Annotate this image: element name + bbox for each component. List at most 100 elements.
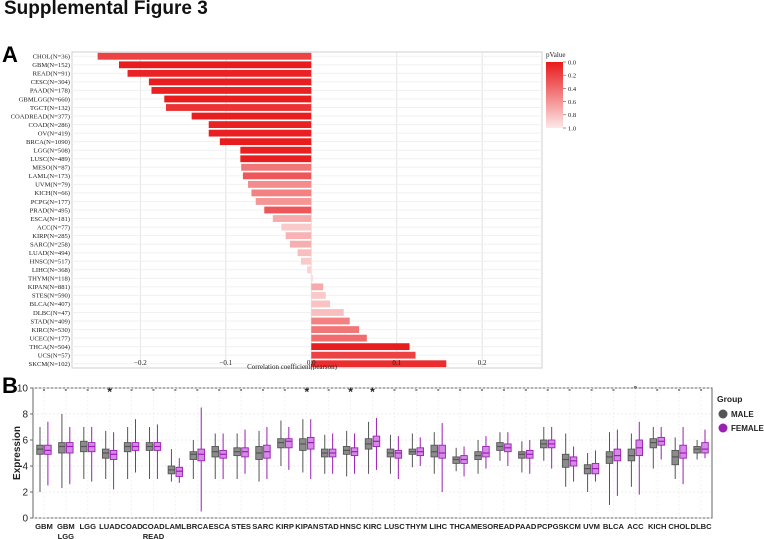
y-tick-label: SKCM(N=102) [29, 361, 70, 368]
male-box [693, 446, 701, 454]
y-tick-label: BLCA(N=407) [30, 301, 70, 308]
significance-label: ° [634, 385, 637, 394]
legend-tick-label: 0.6 [568, 99, 577, 106]
bar [272, 215, 312, 222]
bar [301, 257, 312, 265]
x-tick-label: −0.1 [219, 359, 232, 367]
x-tick-label: BLCA [603, 522, 625, 531]
male-box [605, 451, 614, 464]
female-box [701, 442, 709, 454]
bar [208, 121, 312, 129]
significance-label: - [524, 385, 527, 394]
y-tick-label: HNSC(N=517) [30, 259, 70, 266]
significance-label: - [262, 385, 265, 394]
legend-tick-label: 0.4 [568, 86, 577, 93]
x-tick-label: GBM [35, 522, 53, 531]
x-tick-label: KIPAN [295, 522, 318, 531]
significance-label: - [240, 385, 243, 394]
y-tick-label: 6 [22, 436, 28, 447]
x-tick-label: HNSC [340, 522, 362, 531]
legend-swatch [718, 423, 728, 433]
male-box [58, 442, 66, 454]
y-tick-label: 0 [22, 514, 28, 525]
y-tick-label: STAD(N=409) [31, 318, 70, 325]
y-tick-label: BRCA(N=1090) [26, 139, 70, 146]
male-box [36, 444, 44, 455]
y-tick-label: PCPG(N=177) [31, 199, 70, 206]
significance-label: - [393, 385, 396, 394]
male-box [430, 444, 439, 458]
x-tick-label: KICH [648, 522, 667, 531]
significance-label: - [43, 385, 46, 394]
legend-tick-label: 0.8 [568, 112, 576, 119]
significance-label: - [612, 385, 615, 394]
bar [311, 317, 350, 325]
legend-tick-label: 0.0 [568, 59, 576, 66]
bar [264, 206, 312, 214]
bar [240, 146, 312, 154]
legend-label: FEMALE [731, 424, 764, 433]
legend-colorbar [546, 62, 563, 128]
significance-label: * [370, 385, 375, 399]
bar [148, 78, 312, 86]
significance-label: - [590, 385, 593, 394]
y-tick-label: KIRP(N=285) [32, 233, 70, 240]
y-tick-label: PRAD(N=495) [30, 207, 70, 214]
x-tick-label: STES [231, 522, 251, 531]
y-tick-label: SARC(N=258) [30, 241, 70, 248]
y-tick-label: UVM(N=79) [35, 182, 70, 189]
x-tick-label: PCPG [537, 522, 559, 531]
y-tick-label: THCA(N=504) [29, 344, 70, 351]
legend-label: MALE [731, 410, 754, 419]
bar [208, 129, 312, 137]
bar [281, 223, 312, 231]
female-box [679, 444, 687, 459]
significance-label: - [546, 385, 549, 394]
female-box [569, 456, 578, 467]
x-tick-label: PAAD [515, 522, 536, 531]
bar [255, 198, 312, 205]
x-tick-label: GBM [57, 522, 75, 531]
female-box [482, 446, 490, 458]
x-tick-label: LUSC [384, 522, 405, 531]
significance-label: - [174, 385, 177, 394]
y-tick-label: CESC(N=304) [31, 79, 70, 86]
y-tick-label: DLBC(N=47) [33, 310, 70, 317]
female-box [109, 449, 118, 460]
x-tick-label: READ [493, 522, 515, 531]
significance-label: - [196, 385, 199, 394]
y-tick-label: COADREAD(N=377) [11, 113, 70, 120]
bar [127, 69, 312, 77]
significance-label: - [65, 385, 68, 394]
bar [97, 52, 312, 60]
significance-label: - [218, 385, 221, 394]
significance-label: - [130, 385, 133, 394]
y-tick-label: KIPAN(N=881) [28, 284, 70, 291]
x-axis-label: Correlation coefficient(pearson) [247, 363, 338, 370]
bar [164, 95, 312, 103]
male-box [189, 451, 198, 460]
x-tick-label: KIRC [363, 522, 382, 531]
female-box [285, 438, 293, 449]
expression-box-plot: 0246810Expression-GBM-GBMLGG-LGG*LUAD-CO… [12, 384, 764, 539]
bar [241, 163, 312, 171]
female-box [394, 449, 403, 459]
x-tick-label: 0.1 [392, 359, 401, 367]
significance-label: - [86, 385, 89, 394]
bar [219, 138, 312, 146]
bar [307, 266, 312, 274]
bar [242, 172, 312, 180]
x-tick-label: COAD [120, 522, 143, 531]
legend-swatch [718, 409, 728, 419]
panel-b-label: B [2, 373, 18, 398]
y-tick-label: OV(N=419) [38, 130, 70, 137]
y-tick-label: CHOL(N=36) [33, 54, 70, 61]
male-box [518, 451, 526, 459]
y-tick-label: 4 [22, 462, 28, 473]
male-box [671, 449, 679, 466]
female-box [306, 436, 315, 450]
y-tick-label: LGG(N=508) [34, 148, 70, 155]
significance-label: - [656, 385, 659, 394]
y-tick-label: GBM(N=152) [32, 62, 70, 69]
legend-title: Group [717, 394, 743, 404]
